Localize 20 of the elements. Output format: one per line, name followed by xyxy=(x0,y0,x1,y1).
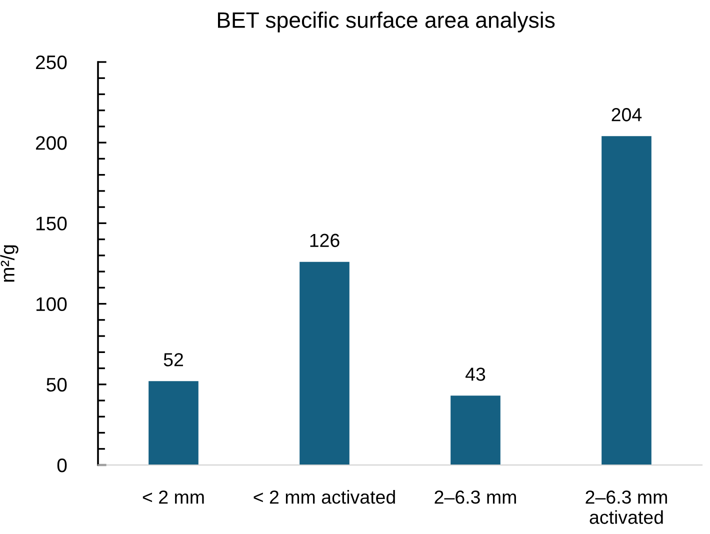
bar xyxy=(450,396,500,465)
data-label: 43 xyxy=(466,368,486,381)
y-axis-title: m²/g xyxy=(0,245,18,282)
chart-title: BET specific surface area analysis xyxy=(218,12,555,32)
x-tick-label: 2–6.3 mm xyxy=(434,490,516,504)
x-tick-label: < 2 mm xyxy=(142,490,204,504)
data-label: 126 xyxy=(310,234,340,248)
y-tick-label: 50 xyxy=(46,378,67,392)
y-tick-label: 200 xyxy=(36,136,67,150)
y-tick-label: 100 xyxy=(36,297,67,312)
y-tick-label: 0 xyxy=(57,458,67,472)
y-tick-label: 150 xyxy=(36,216,67,230)
bar xyxy=(300,262,350,465)
bar xyxy=(602,136,652,465)
x-tick-label: 2–6.3 mm activated xyxy=(586,490,667,524)
bar xyxy=(148,381,198,465)
y-tick-label: 250 xyxy=(36,55,67,70)
x-tick-label: < 2 mm activated xyxy=(254,490,395,504)
data-label: 204 xyxy=(612,108,642,122)
data-label: 52 xyxy=(164,353,183,366)
